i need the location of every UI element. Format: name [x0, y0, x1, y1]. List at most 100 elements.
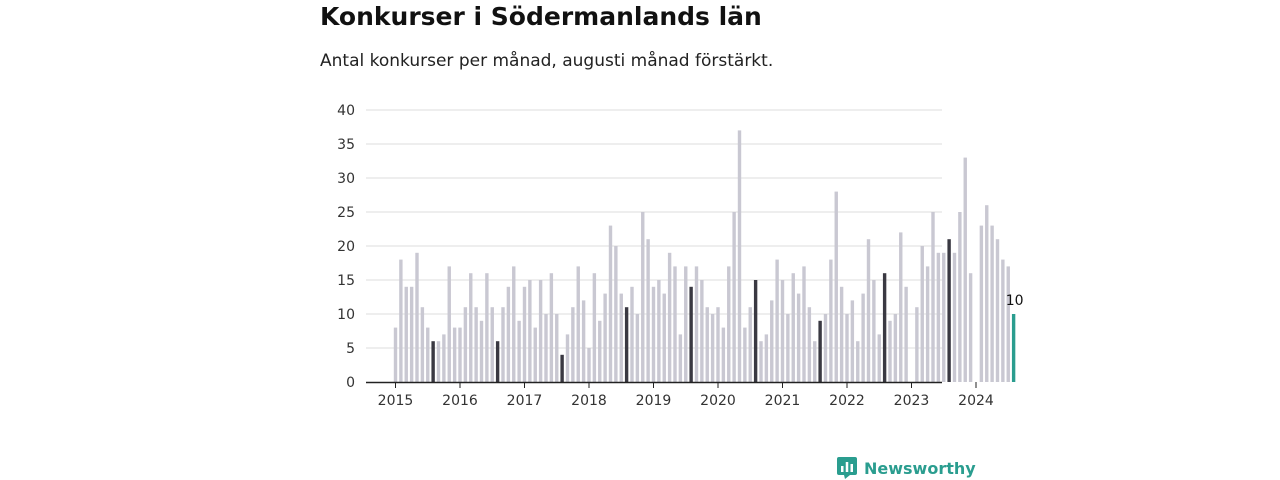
bar: [544, 314, 548, 382]
bar: [737, 130, 742, 382]
bar: [555, 314, 559, 382]
bar: [759, 341, 763, 382]
bar: [786, 314, 790, 382]
y-tick-label: 25: [337, 205, 355, 221]
bar: [829, 259, 833, 382]
y-tick-label: 15: [337, 273, 355, 289]
bar: [426, 327, 430, 382]
bar: [571, 307, 575, 382]
bar: [598, 320, 602, 382]
x-tick-label: 2024: [958, 393, 994, 409]
bar: [813, 341, 817, 382]
y-tick-label: 20: [337, 239, 355, 255]
y-tick-label: 10: [337, 307, 355, 323]
bar: [619, 293, 623, 382]
latest-value-label: 10: [1006, 293, 1024, 309]
bar-august: [495, 341, 500, 382]
bar: [630, 286, 634, 382]
bar: [565, 334, 570, 382]
bar: [716, 307, 720, 382]
bar: [452, 327, 457, 382]
bar-august: [818, 320, 822, 382]
bar: [899, 232, 903, 382]
bar: [802, 266, 806, 382]
bar: [839, 286, 844, 382]
bar: [673, 266, 677, 382]
bar: [845, 314, 849, 382]
bar-august: [431, 341, 435, 382]
bar-august: [689, 286, 693, 382]
bar: [979, 225, 984, 382]
x-tick-label: 2015: [378, 393, 414, 409]
bar: [603, 293, 607, 382]
bar: [592, 273, 597, 382]
bar: [995, 239, 1000, 382]
bar: [576, 266, 580, 382]
bar: [990, 225, 994, 382]
bar: [958, 212, 962, 382]
bar: [463, 307, 468, 382]
bar: [436, 341, 441, 382]
bar: [775, 259, 779, 382]
bar: [458, 327, 462, 382]
bar: [399, 259, 403, 382]
bar: [528, 280, 532, 382]
bar-august: [624, 307, 629, 382]
bars: 10: [393, 130, 1024, 382]
bar: [850, 300, 855, 382]
bar: [635, 314, 640, 382]
bar: [1001, 259, 1005, 382]
bar: [651, 286, 656, 382]
x-tick-label: 2021: [765, 393, 801, 409]
bar: [888, 320, 892, 382]
bar: [700, 280, 704, 382]
bar: [420, 307, 425, 382]
bar: [791, 273, 795, 382]
bar: [404, 286, 408, 382]
bar: [861, 293, 865, 382]
bar-august: [560, 354, 564, 382]
bar: [866, 239, 871, 382]
y-tick-label: 35: [337, 137, 355, 153]
bar: [925, 266, 930, 382]
bar: [501, 307, 505, 382]
bar: [748, 307, 752, 382]
bar: [474, 307, 478, 382]
bar: [931, 212, 935, 382]
bar: [646, 239, 650, 382]
x-tick-label: 2023: [894, 393, 930, 409]
bar: [608, 225, 613, 382]
y-tick-label: 0: [346, 375, 355, 391]
x-tick-label: 2020: [700, 393, 736, 409]
bar-august: [947, 239, 951, 382]
bar: [657, 280, 661, 382]
x-tick-label: 2019: [636, 393, 672, 409]
y-tick-label: 5: [346, 341, 355, 357]
bar: [641, 212, 645, 382]
bar: [796, 293, 801, 382]
newsworthy-logo-icon: [837, 457, 857, 479]
bar: [506, 286, 511, 382]
bar: [512, 266, 516, 382]
bar: [920, 246, 924, 382]
x-axis: 2015 2016 2017 2018 2019 2020 2021 2022 2023 2024: [366, 381, 994, 409]
bar: [490, 307, 494, 382]
bar: [834, 191, 838, 382]
bar: [678, 334, 683, 382]
bar: [732, 212, 736, 382]
bar: [807, 307, 812, 382]
bar: [614, 246, 618, 382]
bar: [856, 341, 860, 382]
bar: [662, 293, 666, 382]
bar: [549, 273, 554, 382]
bar: [877, 334, 881, 382]
bar: [893, 314, 898, 382]
bar: [469, 273, 473, 382]
bar: [823, 314, 828, 382]
bar: [780, 280, 785, 382]
bar: [581, 300, 586, 382]
bar: [770, 300, 774, 382]
bar: [538, 280, 543, 382]
bar: [952, 252, 957, 382]
